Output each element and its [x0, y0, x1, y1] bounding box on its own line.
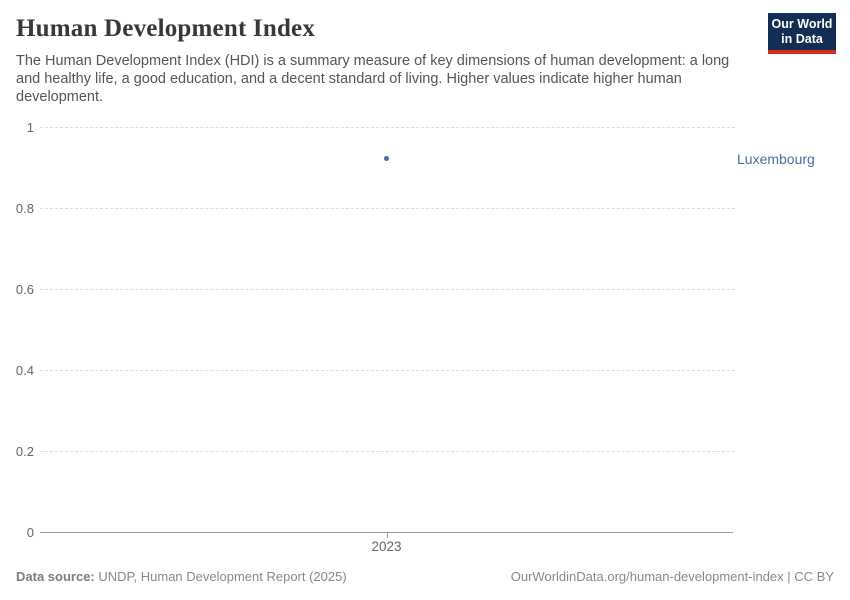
- y-axis-label: 1: [26, 120, 34, 135]
- gridline: [40, 127, 735, 128]
- owid-logo-line2: in Data: [781, 32, 823, 46]
- x-axis-label: 2023: [371, 539, 402, 554]
- chart-footer: Data source: UNDP, Human Development Rep…: [16, 569, 834, 584]
- entity-label-luxembourg[interactable]: Luxembourg: [737, 150, 815, 167]
- gridline: [40, 451, 735, 452]
- y-axis-label: 0.6: [15, 282, 34, 297]
- data-source-note: Data source: UNDP, Human Development Rep…: [16, 569, 347, 584]
- x-axis-line: [40, 532, 733, 533]
- y-axis-label: 0.4: [15, 363, 34, 378]
- y-axis-label: 0: [26, 525, 34, 540]
- data-point-luxembourg[interactable]: [384, 156, 389, 162]
- data-source-text: UNDP, Human Development Report (2025): [94, 569, 347, 584]
- page-title: Human Development Index: [16, 15, 316, 42]
- y-axis-label: 0.2: [15, 444, 34, 459]
- footer-citation-link[interactable]: OurWorldinData.org/human-development-ind…: [510, 569, 834, 584]
- chart-subtitle: The Human Development Index (HDI) is a s…: [16, 53, 730, 105]
- owid-logo-line1: Our World: [771, 17, 833, 31]
- y-axis-label: 0.8: [15, 201, 34, 216]
- owid-logo[interactable]: Our World in Data: [768, 13, 836, 54]
- gridline: [40, 208, 735, 209]
- gridline: [40, 370, 735, 371]
- x-axis-tick: [386, 533, 388, 538]
- gridline: [40, 289, 735, 290]
- data-source-label: Data source:: [16, 569, 95, 584]
